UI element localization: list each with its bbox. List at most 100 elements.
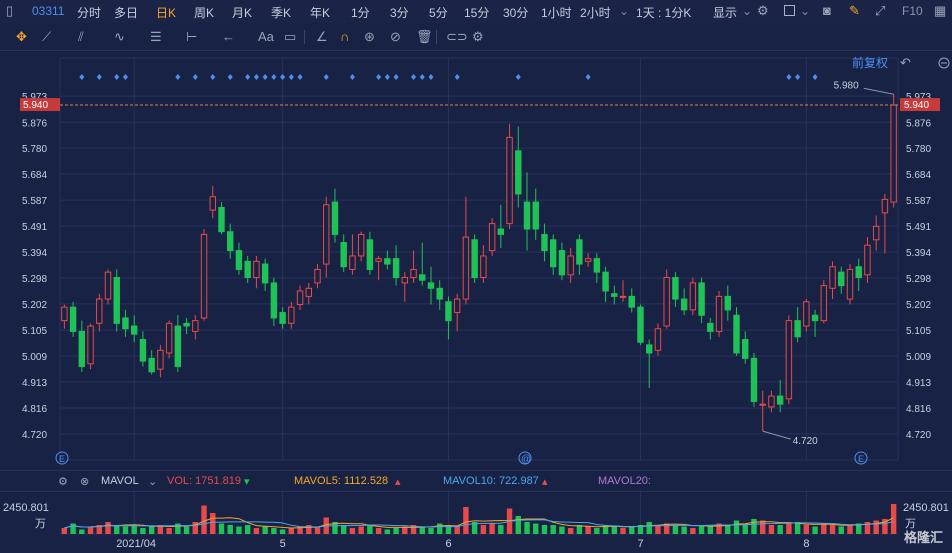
candle-body[interactable] bbox=[785, 320, 793, 400]
candle-body[interactable] bbox=[270, 282, 278, 319]
event-marker[interactable] bbox=[376, 74, 382, 80]
volume-bar[interactable] bbox=[498, 525, 504, 534]
event-marker[interactable] bbox=[262, 74, 268, 80]
volume-bar[interactable] bbox=[890, 504, 897, 534]
candle-body[interactable] bbox=[139, 339, 147, 362]
volume-bar[interactable] bbox=[524, 522, 530, 534]
candle-body[interactable] bbox=[427, 282, 435, 289]
event-marker[interactable] bbox=[192, 74, 198, 80]
candle-body[interactable] bbox=[244, 260, 251, 279]
period-quarterly[interactable]: 季K bbox=[271, 6, 292, 20]
settings-icon[interactable]: ⚙ bbox=[472, 29, 484, 44]
volume-bar[interactable] bbox=[594, 528, 600, 534]
volume-bar[interactable] bbox=[114, 525, 120, 534]
candle-body[interactable] bbox=[811, 314, 819, 322]
candle-body[interactable] bbox=[567, 255, 574, 276]
volume-bar[interactable] bbox=[419, 526, 425, 535]
volume-bar[interactable] bbox=[70, 523, 76, 535]
fib-icon[interactable]: ☰ bbox=[150, 29, 162, 44]
volume-bar[interactable] bbox=[288, 528, 295, 534]
candle-body[interactable] bbox=[820, 285, 828, 322]
candle-body[interactable] bbox=[130, 325, 138, 335]
event-marker[interactable] bbox=[419, 74, 425, 80]
candle-body[interactable] bbox=[227, 231, 234, 252]
volume-bar[interactable] bbox=[140, 528, 146, 534]
candle-body[interactable] bbox=[462, 236, 470, 300]
candle-body[interactable] bbox=[619, 295, 627, 298]
chevron-down-icon[interactable]: ⌄ bbox=[742, 4, 753, 18]
candle-body[interactable] bbox=[157, 349, 164, 370]
checkbox[interactable] bbox=[784, 5, 795, 16]
adjust-mode-label[interactable]: 前复权 bbox=[852, 55, 888, 70]
candle-body[interactable] bbox=[279, 312, 286, 324]
candle-body[interactable] bbox=[104, 271, 112, 300]
candle-body[interactable] bbox=[87, 325, 94, 365]
f10-button[interactable]: F10 bbox=[902, 4, 923, 18]
candle-body[interactable] bbox=[541, 233, 548, 252]
volume-bar[interactable] bbox=[340, 525, 347, 534]
volume-bar[interactable] bbox=[96, 525, 102, 534]
wave-icon[interactable]: ∿ bbox=[114, 29, 125, 44]
candle-body[interactable] bbox=[715, 295, 723, 332]
candle-body[interactable] bbox=[78, 330, 86, 367]
volume-bar[interactable] bbox=[663, 523, 670, 535]
volume-bar[interactable] bbox=[786, 523, 792, 535]
event-marker[interactable] bbox=[79, 74, 85, 80]
volume-bar[interactable] bbox=[131, 525, 137, 534]
volume-bar[interactable] bbox=[297, 526, 303, 535]
candle-body[interactable] bbox=[689, 282, 697, 311]
gear-icon[interactable]: ⚙ bbox=[757, 3, 769, 18]
candle-body[interactable] bbox=[96, 298, 103, 324]
chevron-down-icon[interactable]: ⌄ bbox=[619, 4, 630, 18]
volume-bar[interactable] bbox=[349, 528, 356, 534]
candle-body[interactable] bbox=[471, 239, 478, 279]
candle-body[interactable] bbox=[331, 201, 339, 235]
candle-body[interactable] bbox=[646, 344, 653, 354]
volume-bar[interactable] bbox=[175, 523, 181, 535]
sidebar-toggle-icon[interactable]: ▯ bbox=[6, 3, 14, 18]
event-e-icon[interactable] bbox=[518, 451, 532, 465]
volume-bar[interactable] bbox=[567, 528, 574, 534]
ruler-icon[interactable]: ∠ bbox=[316, 29, 328, 44]
volume-bar[interactable] bbox=[192, 522, 199, 534]
volume-bar[interactable] bbox=[61, 528, 68, 534]
candle-body[interactable] bbox=[637, 306, 644, 343]
candle-body[interactable] bbox=[611, 293, 618, 297]
volume-bar[interactable] bbox=[253, 528, 260, 534]
candle-body[interactable] bbox=[532, 201, 539, 230]
candle-body[interactable] bbox=[803, 301, 810, 327]
volume-bar[interactable] bbox=[314, 526, 321, 535]
period-1hour[interactable]: 1小时 bbox=[541, 6, 572, 20]
volume-bar[interactable] bbox=[707, 526, 714, 535]
candle-body[interactable] bbox=[183, 322, 190, 327]
volume-bar[interactable] bbox=[480, 525, 487, 534]
candle-body[interactable] bbox=[314, 268, 321, 284]
volume-bar[interactable] bbox=[105, 522, 111, 534]
hide-icon[interactable]: ⊘ bbox=[390, 29, 401, 44]
event-marker[interactable] bbox=[812, 74, 818, 80]
volume-bar[interactable] bbox=[227, 525, 233, 534]
event-e-icon[interactable] bbox=[55, 451, 69, 465]
display-menu[interactable]: 显示 bbox=[713, 6, 738, 20]
event-marker[interactable] bbox=[297, 74, 303, 80]
minus-icon[interactable] bbox=[938, 57, 950, 69]
volume-bar[interactable] bbox=[218, 523, 225, 535]
candle-body[interactable] bbox=[392, 258, 400, 279]
volume-bar[interactable] bbox=[437, 523, 443, 535]
volume-bar[interactable] bbox=[777, 525, 783, 534]
volume-bar[interactable] bbox=[550, 525, 556, 534]
undo-icon[interactable]: ↶ bbox=[900, 55, 911, 70]
volume-bar[interactable] bbox=[646, 522, 652, 534]
candle-body[interactable] bbox=[174, 325, 182, 367]
line-draw-icon[interactable]: ⟋ bbox=[42, 29, 52, 44]
volume-bar[interactable] bbox=[471, 522, 478, 534]
period-multiday[interactable]: 多日 bbox=[114, 6, 139, 20]
event-e-icon[interactable] bbox=[854, 451, 868, 465]
volume-bar[interactable] bbox=[384, 529, 391, 535]
candle-body[interactable] bbox=[593, 258, 601, 273]
volume-bar[interactable] bbox=[375, 528, 382, 534]
camera-icon[interactable]: ◙ bbox=[823, 3, 831, 18]
interval-select[interactable]: 1天 : 1分K bbox=[636, 6, 692, 20]
event-marker[interactable] bbox=[280, 74, 286, 80]
event-marker[interactable] bbox=[288, 74, 294, 80]
